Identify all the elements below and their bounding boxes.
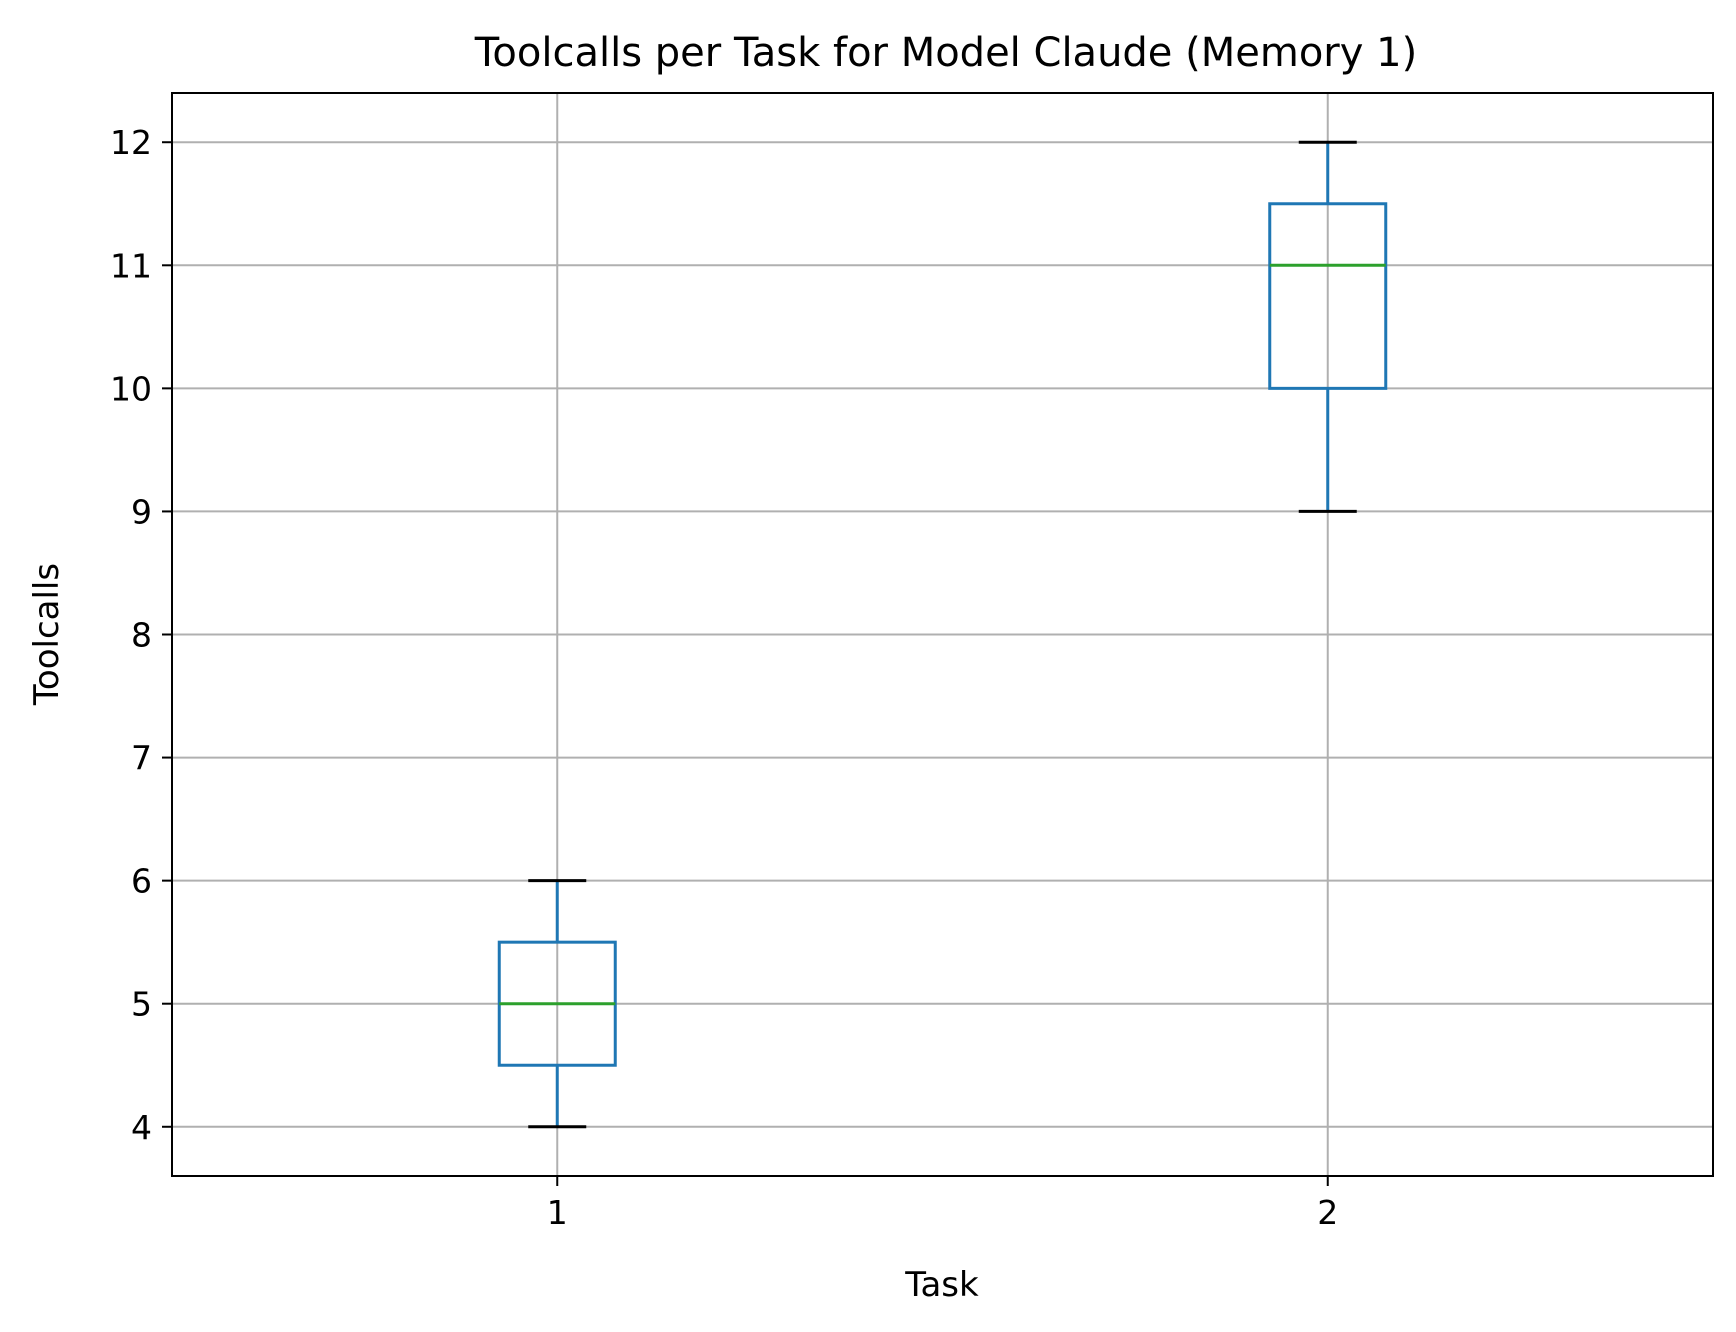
x-axis-label: Task (904, 1265, 979, 1305)
boxes-group (497, 140, 1388, 1129)
y-tick-label: 4 (131, 1108, 152, 1147)
y-tick-label: 9 (131, 492, 152, 531)
y-tick-label: 5 (131, 985, 152, 1024)
y-tick-label: 11 (110, 246, 152, 285)
x-tick-label: 1 (547, 1193, 568, 1232)
iqr-box (1268, 202, 1388, 390)
chart-title: Toolcalls per Task for Model Claude (Mem… (474, 30, 1417, 76)
y-tick-label: 12 (110, 123, 152, 162)
grid-lines (172, 93, 1713, 1176)
x-tick-label: 2 (1317, 1193, 1338, 1232)
y-tick-label: 8 (131, 616, 152, 655)
y-tick-label: 7 (131, 739, 152, 778)
y-axis-label: Toolcalls (27, 563, 67, 706)
y-tick-label: 10 (110, 369, 152, 408)
box-1 (497, 879, 617, 1129)
box-2 (1268, 140, 1388, 513)
y-tick-label: 6 (131, 862, 152, 901)
